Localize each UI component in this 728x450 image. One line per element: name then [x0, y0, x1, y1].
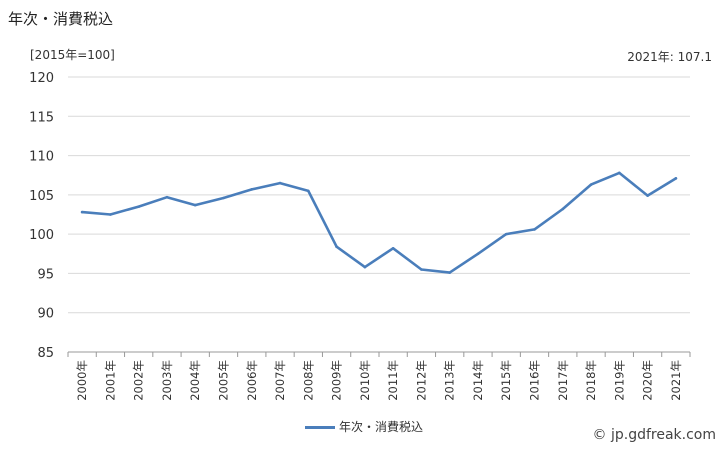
x-tick-label: 2003年: [160, 360, 174, 401]
x-tick-label: 2005年: [217, 360, 231, 401]
data-point: [674, 177, 678, 180]
unit-label: [2015年=100]: [30, 48, 115, 62]
x-tick-label: 2000年: [75, 360, 89, 401]
data-point: [363, 265, 367, 269]
data-point: [137, 205, 140, 208]
data-point: [420, 268, 423, 271]
legend: 年次・消費税込: [0, 418, 728, 435]
y-tick-label: 100: [29, 228, 54, 243]
x-tick-label: 2004年: [188, 360, 202, 401]
x-tick-label: 2007年: [273, 360, 287, 401]
data-point: [278, 181, 282, 185]
data-point: [504, 232, 508, 236]
x-tick-label: 2009年: [330, 360, 344, 401]
source-credit: © jp.gdfreak.com: [592, 427, 716, 443]
x-tick-label: 2011年: [386, 360, 400, 401]
axes: [67, 351, 691, 357]
grid-lines: [68, 76, 690, 314]
x-tick-label: 2002年: [132, 360, 146, 401]
x-tick-label: 2015年: [499, 360, 513, 401]
x-tick-label: 2001年: [103, 360, 117, 401]
data-point: [222, 196, 225, 200]
y-tick-label: 95: [37, 267, 54, 282]
data-point: [335, 245, 338, 249]
y-tick-label: 110: [29, 150, 54, 165]
x-tick-label: 2021年: [669, 360, 683, 401]
chart-title: 年次・消費税込: [8, 10, 114, 28]
data-point: [391, 246, 395, 250]
x-tick-label: 2016年: [528, 360, 542, 401]
y-tick-label: 120: [29, 71, 54, 86]
data-point: [193, 203, 197, 207]
y-tick-label: 115: [29, 110, 54, 125]
x-tick-label: 2012年: [414, 360, 428, 401]
x-tick-label: 2013年: [443, 360, 457, 401]
data-point: [109, 213, 112, 216]
x-tick-label: 2020年: [641, 360, 655, 401]
data-point: [80, 210, 84, 214]
x-tick-label: 2006年: [245, 360, 259, 401]
data-point: [448, 271, 451, 274]
data-point: [250, 188, 254, 191]
y-tick-label: 105: [29, 189, 54, 204]
x-tick-label: 2008年: [301, 360, 315, 401]
x-tick-labels: 2000年 2001年 2002年 2003年 2004年 2005年 2006年 2007年…: [75, 360, 683, 401]
data-point: [307, 189, 310, 193]
x-tick-label: 2017年: [556, 360, 570, 401]
legend-swatch: [304, 426, 335, 429]
x-tick-label: 2018年: [584, 360, 598, 401]
data-point: [561, 207, 565, 211]
x-tick-label: 2014年: [471, 360, 485, 401]
x-tick-label: 2019年: [612, 360, 626, 401]
series-lines: [80, 171, 678, 274]
data-point: [589, 183, 593, 186]
data-point: [533, 228, 536, 231]
data-point: [618, 171, 621, 175]
legend-label: 年次・消費税込: [338, 420, 423, 434]
latest-value-label: 2021年: 107.1: [627, 50, 712, 64]
x-tick-label: 2010年: [358, 360, 372, 401]
y-tick-label: 90: [37, 307, 54, 322]
y-tick-label: 85: [37, 346, 54, 361]
series-line: [80, 171, 678, 274]
data-point: [646, 194, 649, 197]
y-tick-labels: 85 90 95 100 105 110 115 120: [29, 71, 54, 361]
data-point: [165, 195, 169, 199]
data-point: [476, 252, 480, 256]
